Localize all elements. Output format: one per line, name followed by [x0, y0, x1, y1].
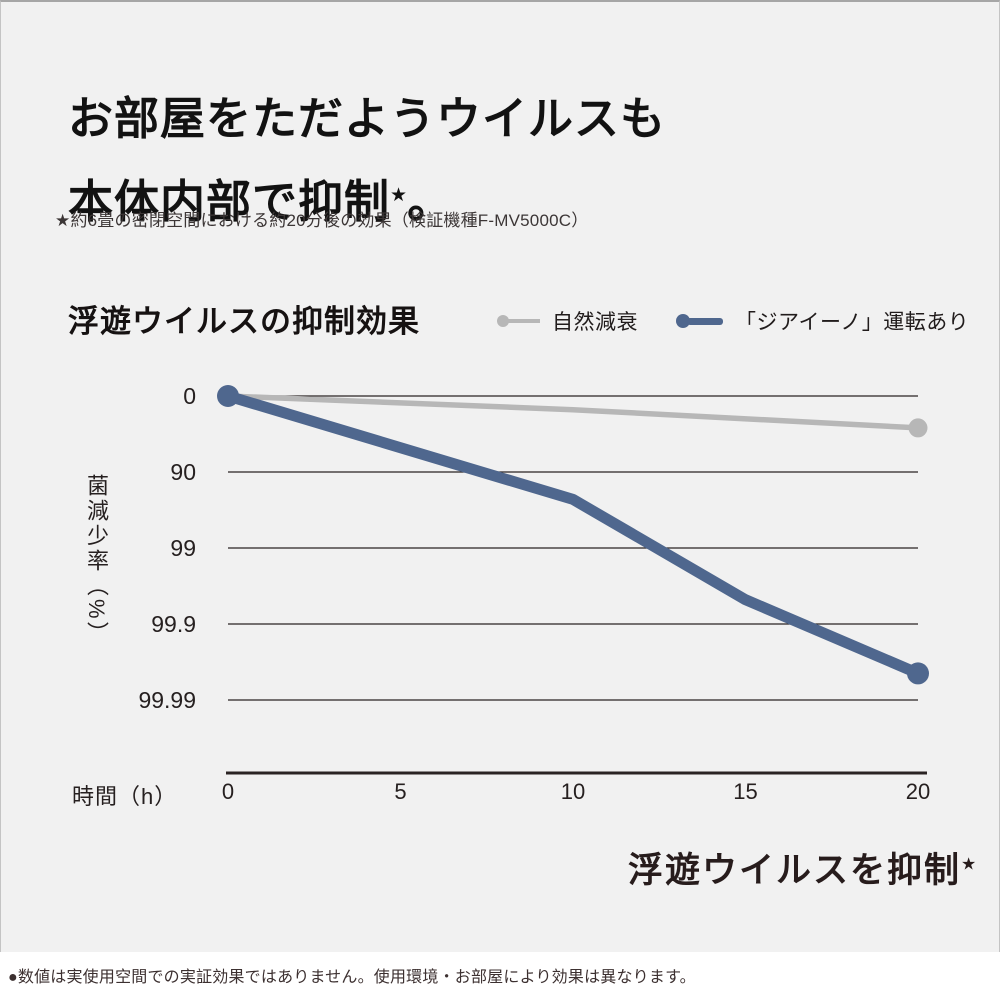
- y-tick-label: 99.9: [151, 611, 196, 637]
- star-superscript: ★: [390, 185, 408, 207]
- gray-line-marker-icon: [497, 315, 540, 327]
- y-tick-label: 99: [170, 535, 196, 561]
- bottom-claim-text: 浮遊ウイルスを抑制: [628, 851, 962, 890]
- gray-bar-icon: [506, 319, 540, 323]
- x-tick-label: 10: [561, 779, 585, 804]
- bottom-claim: 浮遊ウイルスを抑制★: [628, 842, 976, 893]
- page-title-line2: 本体内部で抑制: [68, 176, 391, 228]
- y-tick-label: 90: [170, 459, 196, 485]
- x-tick-label: 5: [394, 779, 406, 804]
- x-tick-label: 20: [906, 779, 930, 804]
- y-tick-label: 99.99: [138, 687, 196, 713]
- blue-line-marker-icon: [676, 314, 723, 328]
- bottom-claim-star: ★: [961, 854, 977, 874]
- y-axis-unit-label: 菌減少率（%）: [84, 474, 109, 647]
- x-axis-unit-label: 時間（h）: [72, 784, 178, 809]
- series-line-0: [225, 393, 921, 431]
- x-tick-label: 0: [222, 779, 234, 804]
- legend-label-jiaino: 「ジアイーノ」運転あり: [735, 311, 970, 334]
- headline-footnote: ★約6畳の密閉空間における約20分後の効果（検証機種F-MV5000C）: [55, 211, 589, 230]
- y-tick-label: 0: [183, 383, 196, 409]
- chart-title: 浮遊ウイルスの抑制効果: [68, 304, 420, 339]
- series-line-1: [222, 390, 924, 679]
- series-1-start-marker: [217, 385, 239, 407]
- blue-bar-icon: [687, 317, 723, 325]
- series-1-end-marker: [907, 662, 929, 685]
- legend-label-natural-decay: 自然減衰: [552, 311, 638, 334]
- legend-item-natural-decay: 自然減衰: [497, 306, 638, 336]
- blue-dot-icon: [676, 314, 690, 328]
- page-title-period: 。: [407, 176, 454, 228]
- footer-band: ●数値は実使用空間での実証効果ではありません。使用環境・お部屋により効果は異なり…: [0, 952, 1000, 999]
- page-title: お部屋をただようウイルスも 本体内部で抑制★。: [68, 80, 666, 240]
- gray-dot-icon: [497, 315, 509, 327]
- virus-suppression-chart: 0 90 99 99.9 99.99 0 5 10 15 20: [138, 383, 930, 804]
- chart-legend: 自然減衰 「ジアイーノ」運転あり: [497, 306, 969, 336]
- x-tick-label: 15: [733, 779, 757, 804]
- legend-item-jiaino: 「ジアイーノ」運転あり: [676, 306, 969, 336]
- series-0-end-marker: [908, 418, 928, 438]
- page-title-line1: お部屋をただようウイルスも: [68, 93, 667, 145]
- footer-disclaimer: ●数値は実使用空間での実証効果ではありません。使用環境・お部屋により効果は異なり…: [8, 969, 696, 986]
